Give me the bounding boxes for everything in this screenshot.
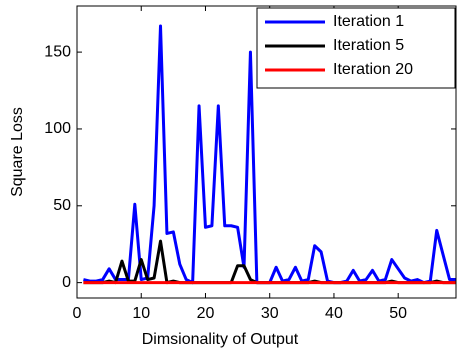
x-axis-label: Dimsionality of Output (142, 331, 299, 348)
x-tick-label: 30 (261, 305, 279, 322)
legend-label: Iteration 5 (333, 37, 404, 54)
y-tick-label: 100 (44, 120, 71, 137)
plot-frame (76, 5, 457, 299)
x-tick-label: 50 (389, 305, 407, 322)
y-tick-label: 0 (62, 274, 71, 291)
x-tick-label: 20 (197, 305, 215, 322)
x-tick-label: 10 (132, 305, 150, 322)
x-tick-label: 40 (325, 305, 343, 322)
y-tick-label: 150 (44, 43, 71, 60)
legend-label: Iteration 1 (333, 13, 404, 30)
y-axis-label: Square Loss (9, 107, 26, 197)
y-tick-label: 50 (53, 197, 71, 214)
x-tick-label: 0 (73, 305, 82, 322)
legend-label: Iteration 20 (333, 61, 413, 78)
